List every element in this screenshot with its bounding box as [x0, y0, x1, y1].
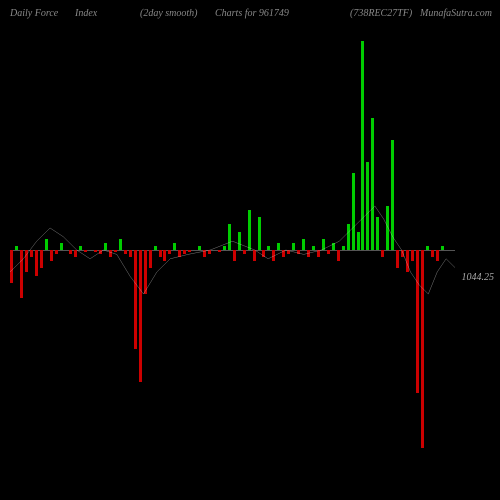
title-index: Index: [75, 8, 97, 19]
title-smooth: (2day smooth): [140, 8, 198, 19]
source-label: MunafaSutra.com: [420, 8, 492, 19]
price-line-overlay: [10, 30, 455, 470]
title-charts: Charts for 961749: [215, 8, 289, 19]
ticker-label: (738REC27TF): [350, 8, 412, 19]
title-left: Daily Force: [10, 8, 58, 19]
chart-header: Daily Force Index (2day smooth) Charts f…: [0, 8, 500, 28]
price-value-label: 1044.25: [462, 272, 495, 283]
force-index-chart: [10, 30, 455, 470]
